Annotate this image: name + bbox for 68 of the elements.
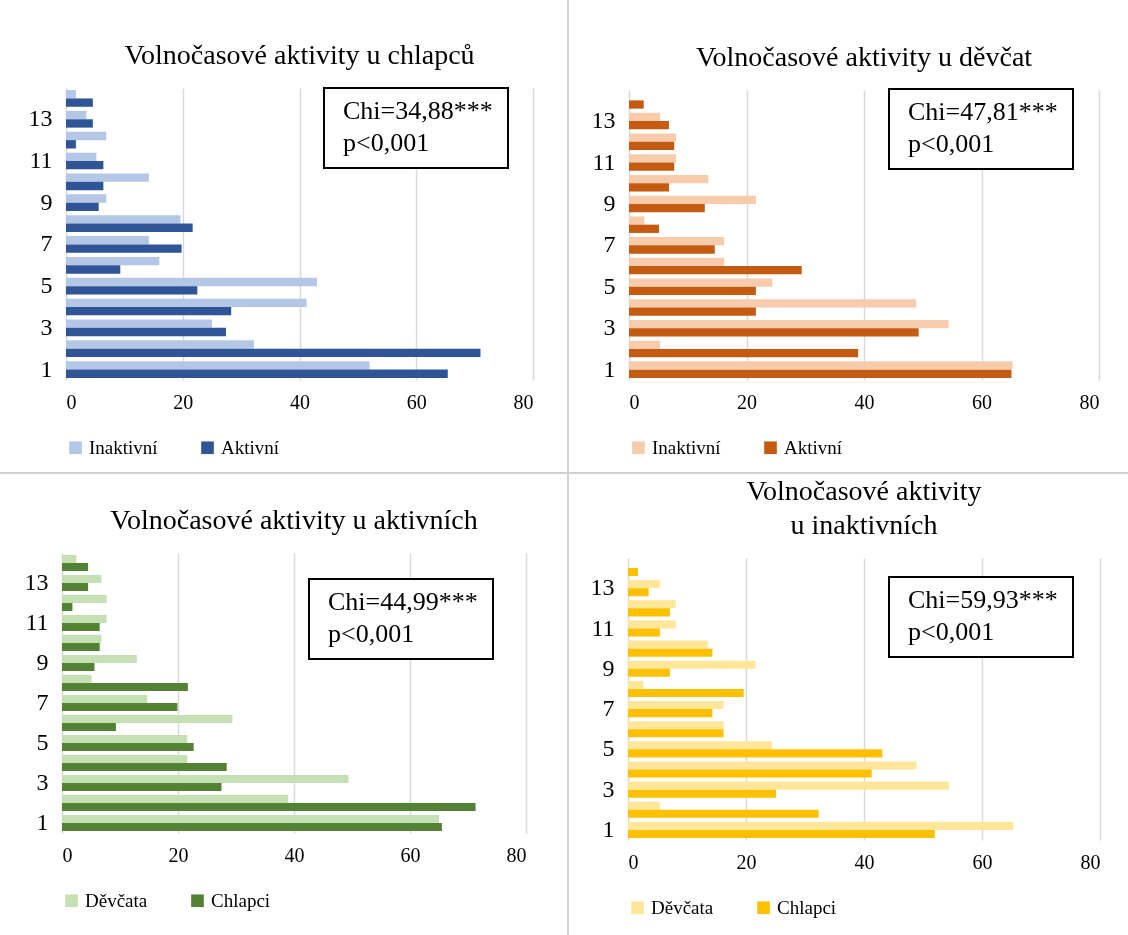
y-tick-label: 13 (591, 107, 616, 134)
x-tick-label: 80 (1080, 850, 1101, 873)
x-tick-label: 20 (168, 843, 189, 866)
legend-label: Děvčata (85, 889, 148, 911)
y-tick-label: 5 (602, 735, 615, 762)
y-tick-label: 3 (36, 769, 49, 795)
x-tick-label: 60 (406, 390, 427, 413)
x-tick-label: 40 (284, 843, 305, 866)
y-tick-label: 3 (603, 314, 616, 341)
annotation: p<0,001 (908, 128, 996, 160)
chart-title: Volnočasové aktivity u děvčat (695, 40, 1033, 72)
y-tick-label: 1 (40, 355, 53, 382)
y-tick-label: 1 (36, 809, 49, 835)
legend-label: Děvčata (651, 896, 714, 918)
x-tick-label: 0 (62, 843, 73, 866)
y-tick-label: 11 (29, 147, 53, 173)
x-tick-label: 60 (972, 850, 993, 873)
y-tick-label: 13 (28, 105, 53, 132)
x-tick-label: 0 (628, 850, 639, 873)
y-tick-label: 5 (36, 729, 49, 755)
x-tick-label: 60 (972, 390, 992, 413)
annotation: p<0,001 (328, 618, 416, 650)
chart-title: Volnočasové aktivity u chlapců (124, 38, 475, 70)
y-tick-label: 13 (24, 569, 49, 595)
y-tick-label: 7 (603, 231, 616, 258)
x-tick-label: 20 (736, 850, 757, 873)
legend-label: Aktivní (784, 436, 843, 458)
x-tick-label: 0 (66, 390, 77, 413)
y-tick-label: 1 (603, 355, 616, 382)
x-tick-label: 40 (854, 850, 875, 873)
y-tick-label: 13 (590, 574, 615, 601)
legend-label: Inaktivní (89, 436, 159, 458)
legend-label: Aktivní (221, 436, 280, 458)
annotation: Chi=47,81*** (908, 96, 1058, 128)
y-tick-label: 9 (603, 189, 616, 216)
y-tick-label: 11 (591, 614, 615, 641)
y-tick-label: 7 (602, 695, 615, 722)
x-tick-label: 0 (629, 390, 640, 413)
chart-title: Volnočasové aktivity u inaktivních (746, 474, 982, 540)
x-tick-label: 80 (513, 390, 534, 413)
x-tick-label: 80 (1079, 390, 1100, 413)
x-tick-label: 20 (173, 390, 194, 413)
y-tick-label: 1 (602, 815, 615, 842)
x-tick-label: 20 (737, 390, 757, 413)
annotation: p<0,001 (343, 127, 431, 159)
annotation: p<0,001 (908, 616, 996, 648)
annotation: Chi=44,99*** (328, 586, 478, 618)
y-tick-label: 7 (36, 689, 49, 715)
legend-label: Chlapci (211, 889, 271, 911)
y-tick-label: 5 (603, 272, 616, 299)
y-tick-label: 11 (25, 609, 49, 635)
x-tick-label: 40 (854, 390, 875, 413)
x-tick-label: 80 (506, 843, 527, 866)
annotation: Chi=59,93*** (908, 584, 1058, 616)
annotation: Chi=34,88*** (343, 95, 493, 127)
legend-label: Inaktivní (652, 436, 722, 458)
y-tick-label: 5 (40, 272, 53, 299)
y-tick-label: 9 (40, 188, 53, 215)
x-tick-label: 40 (290, 390, 310, 413)
x-tick-label: 60 (400, 843, 421, 866)
y-tick-label: 3 (602, 775, 615, 802)
y-tick-label: 7 (40, 230, 53, 257)
y-tick-label: 9 (36, 649, 49, 675)
y-tick-label: 9 (602, 654, 615, 681)
y-tick-label: 3 (40, 313, 53, 340)
chart-title: Volnočasové aktivity u aktivních (110, 503, 478, 535)
legend-label: Chlapci (777, 896, 837, 918)
y-tick-label: 11 (592, 148, 616, 175)
